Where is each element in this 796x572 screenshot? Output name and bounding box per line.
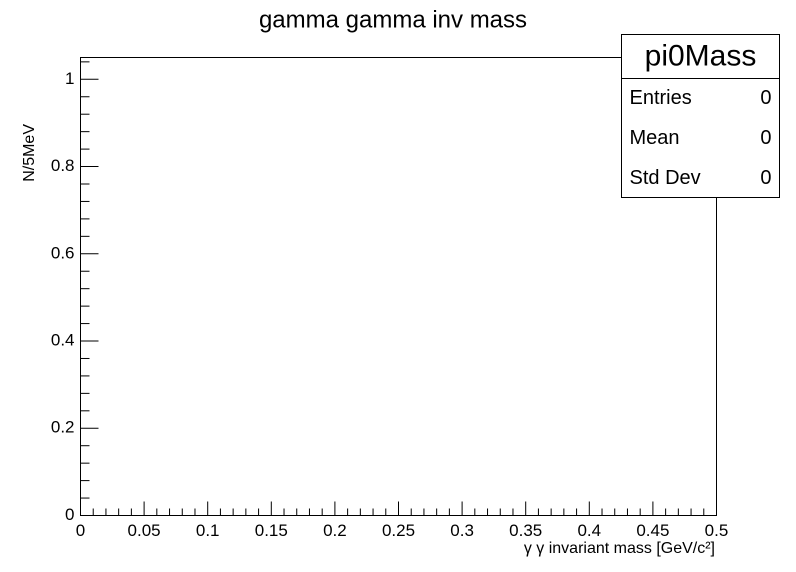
y-tick-label: 0.8 xyxy=(51,156,75,175)
x-axis-label: γ γ invariant mass [GeV/c²] xyxy=(524,540,715,557)
x-tick-label: 0.35 xyxy=(509,521,542,540)
x-tick-label: 0.45 xyxy=(636,521,669,540)
stats-label: Mean xyxy=(630,127,680,149)
y-tick-label: 1 xyxy=(65,69,74,88)
y-tick-label: 0.6 xyxy=(51,243,75,262)
x-tick-label: 0.3 xyxy=(450,521,474,540)
x-tick-label: 0.5 xyxy=(705,521,729,540)
y-tick-label: 0 xyxy=(65,505,74,524)
x-tick-label: 0.1 xyxy=(196,521,220,540)
stats-title: pi0Mass xyxy=(645,39,757,72)
y-axis-label: N/5MeV xyxy=(21,124,38,182)
x-tick-label: 0.25 xyxy=(382,521,415,540)
stats-label: Entries xyxy=(630,87,692,109)
x-tick-label: 0.2 xyxy=(323,521,347,540)
stats-value: 0 xyxy=(760,167,771,189)
x-tick-label: 0.4 xyxy=(577,521,601,540)
y-tick-label: 0.2 xyxy=(51,418,75,437)
x-tick-label: 0.05 xyxy=(128,521,161,540)
chart-title: gamma gamma inv mass xyxy=(259,6,527,33)
x-tick-label: 0.15 xyxy=(255,521,288,540)
stats-value: 0 xyxy=(760,127,771,149)
stats-value: 0 xyxy=(760,87,771,109)
x-tick-label: 0 xyxy=(76,521,85,540)
stats-box xyxy=(621,34,780,198)
y-tick-label: 0.4 xyxy=(51,331,75,350)
stats-label: Std Dev xyxy=(630,167,701,189)
